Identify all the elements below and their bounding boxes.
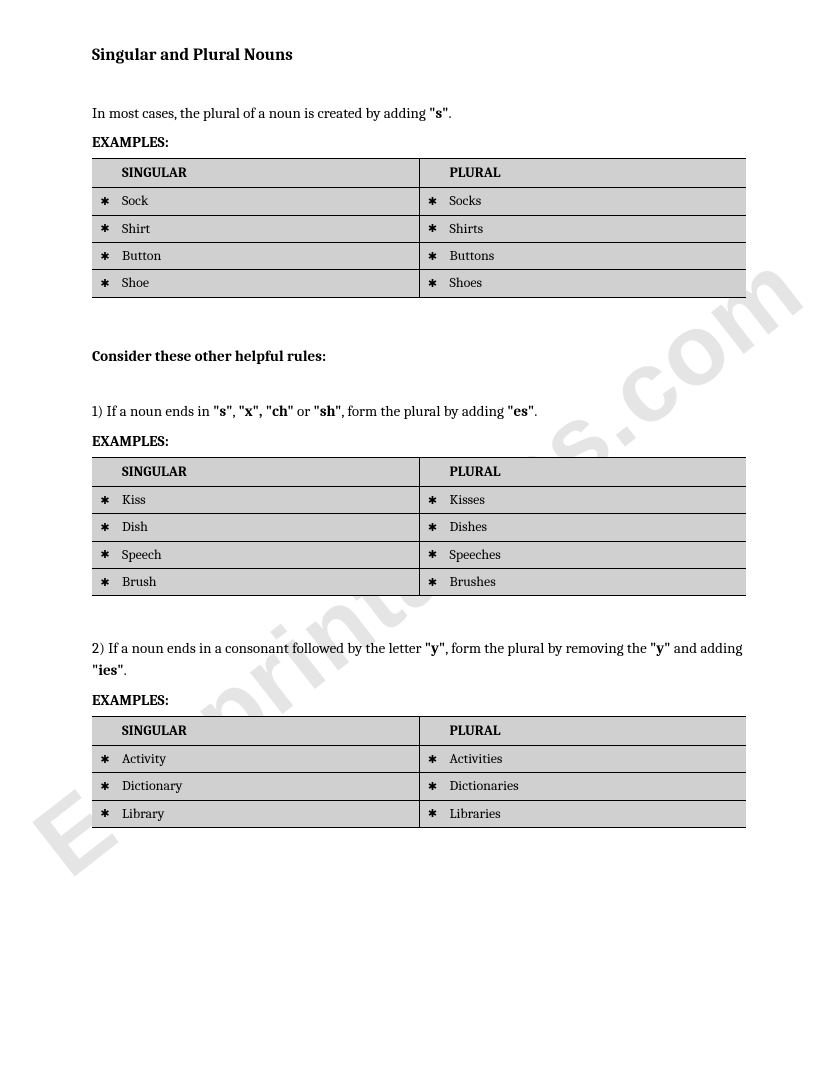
bullet-icon: ✱ (426, 196, 440, 207)
bullet-icon: ✱ (426, 577, 440, 588)
bullet-icon: ✱ (426, 278, 440, 289)
rule-2-text: 2) If a noun ends in a consonant followe… (92, 638, 746, 682)
table-row: ✱ Sock ✱ Socks (92, 188, 746, 215)
table-body-1: ✱Sock✱Socks✱Shirt✱Shirts✱Button✱Buttons✱… (92, 188, 746, 297)
table-cell: ✱ Activity (92, 745, 419, 772)
col-header-singular: SINGULAR (92, 159, 419, 188)
examples-table-2: SINGULAR PLURAL ✱ Kiss ✱ Kisses ✱ Dish ✱ Dishes… (92, 457, 746, 596)
table-cell: ✱ Sock (92, 188, 419, 215)
bullet-icon: ✱ (98, 196, 112, 207)
cell-text: Kiss (122, 490, 413, 510)
bullet-icon: ✱ (98, 754, 112, 765)
col-header-plural: PLURAL (419, 716, 746, 745)
col-header-singular: SINGULAR (92, 716, 419, 745)
intro-paragraph: In most cases, the plural of a noun is c… (92, 103, 746, 125)
table-cell: ✱ Speech (92, 541, 419, 568)
cell-text: Brush (122, 572, 413, 592)
table-cell: ✱ Dictionaries (419, 773, 746, 800)
table-body-3: ✱ Activity ✱ Activities ✱ Dictionary ✱ Dictiona… (92, 745, 746, 827)
table-cell: ✱ Dish (92, 514, 419, 541)
bullet-icon: ✱ (426, 522, 440, 533)
bullet-icon: ✱ (426, 754, 440, 765)
cell-text: Sock (122, 191, 413, 211)
bullet-icon: ✱ (98, 251, 112, 262)
page-title: Singular and Plural Nouns (92, 44, 746, 69)
cell-text: Button (122, 246, 413, 266)
cell-text: Shoes (450, 273, 741, 293)
bullet-icon: ✱ (98, 577, 112, 588)
table-cell: ✱ Shoe (92, 270, 419, 297)
cell-text: Dictionary (122, 776, 413, 796)
rule-1-text: 1) If a noun ends in "s", "x", "ch" or "… (92, 401, 746, 423)
table-row: ✱ Activity ✱ Activities (92, 745, 746, 772)
bullet-icon: ✱ (98, 522, 112, 533)
table-cell: ✱ Kisses (419, 487, 746, 514)
col-header-plural: PLURAL (419, 457, 746, 486)
bullet-icon: ✱ (98, 278, 112, 289)
cell-text: Kisses (450, 490, 741, 510)
cell-text: Socks (450, 191, 741, 211)
cell-text: Buttons (450, 246, 741, 266)
table-row: ✱ Shirt ✱ Shirts (92, 215, 746, 242)
table-cell: ✱ Library (92, 800, 419, 827)
col-header-plural: PLURAL (419, 159, 746, 188)
table-row: ✱ Library ✱ Libraries (92, 800, 746, 827)
table-cell: ✱ Kiss (92, 487, 419, 514)
cell-text: Dish (122, 517, 413, 537)
bullet-icon: ✱ (426, 781, 440, 792)
content-area: Singular and Plural Nouns In most cases,… (0, 0, 838, 888)
cell-text: Libraries (450, 804, 741, 824)
examples-label-1: EXAMPLES: (92, 132, 746, 154)
bullet-icon: ✱ (98, 549, 112, 560)
bullet-icon: ✱ (98, 223, 112, 234)
table-row: ✱ Dish ✱ Dishes (92, 514, 746, 541)
table-row: ✱ Button ✱ Buttons (92, 243, 746, 270)
table-cell: ✱ Dishes (419, 514, 746, 541)
table-cell: ✱ Dictionary (92, 773, 419, 800)
bullet-icon: ✱ (426, 251, 440, 262)
bullet-icon: ✱ (98, 495, 112, 506)
bullet-icon: ✱ (426, 808, 440, 819)
cell-text: Brushes (450, 572, 741, 592)
examples-table-1: SINGULAR PLURAL ✱ Sock ✱ Socks ✱ Shirt ✱ Shirts… (92, 158, 746, 297)
bullet-icon: ✱ (426, 549, 440, 560)
table-cell: ✱ Speeches (419, 541, 746, 568)
bullet-icon: ✱ (426, 495, 440, 506)
table-row: ✱ Dictionary ✱ Dictionaries (92, 773, 746, 800)
table-body-2: ✱ Kiss ✱ Kisses ✱ Dish ✱ Dishes ✱ Speech ✱ Speeches… (92, 487, 746, 596)
table-cell: ✱ Button (92, 243, 419, 270)
cell-text: Shirt (122, 219, 413, 239)
table-cell: ✱ Shoes (419, 270, 746, 297)
cell-text: Activity (122, 749, 413, 769)
cell-text: Speech (122, 545, 413, 565)
table-cell: ✱ Shirt (92, 215, 419, 242)
examples-label-2: EXAMPLES: (92, 431, 746, 453)
examples-label-3: EXAMPLES: (92, 690, 746, 712)
table-row: ✱ Shoe ✱ Shoes (92, 270, 746, 297)
bullet-icon: ✱ (98, 781, 112, 792)
table-cell: ✱ Brushes (419, 569, 746, 596)
examples-table-3: SINGULAR PLURAL ✱ Activity ✱ Activities ✱ Dic… (92, 716, 746, 828)
table-row: ✱ Speech ✱ Speeches (92, 541, 746, 568)
cell-text: Shoe (122, 273, 413, 293)
table-cell: ✱ Activities (419, 745, 746, 772)
table-cell: ✱ Shirts (419, 215, 746, 242)
cell-text: Shirts (450, 219, 741, 239)
table-cell: ✱ Brush (92, 569, 419, 596)
bullet-icon: ✱ (98, 808, 112, 819)
table-cell: ✱ Socks (419, 188, 746, 215)
cell-text: Activities (450, 749, 741, 769)
cell-text: Dictionaries (450, 776, 741, 796)
table-cell: ✱ Libraries (419, 800, 746, 827)
table-cell: ✱ Buttons (419, 243, 746, 270)
bullet-icon: ✱ (426, 223, 440, 234)
worksheet-page: ESLprintables.com Singular and Plural No… (0, 0, 838, 1086)
col-header-singular: SINGULAR (92, 457, 419, 486)
cell-text: Library (122, 804, 413, 824)
cell-text: Dishes (450, 517, 741, 537)
table-row: ✱ Brush ✱ Brushes (92, 569, 746, 596)
table-row: ✱ Kiss ✱ Kisses (92, 487, 746, 514)
subhead-rules: Consider these other helpful rules: (92, 346, 746, 368)
cell-text: Speeches (450, 545, 741, 565)
